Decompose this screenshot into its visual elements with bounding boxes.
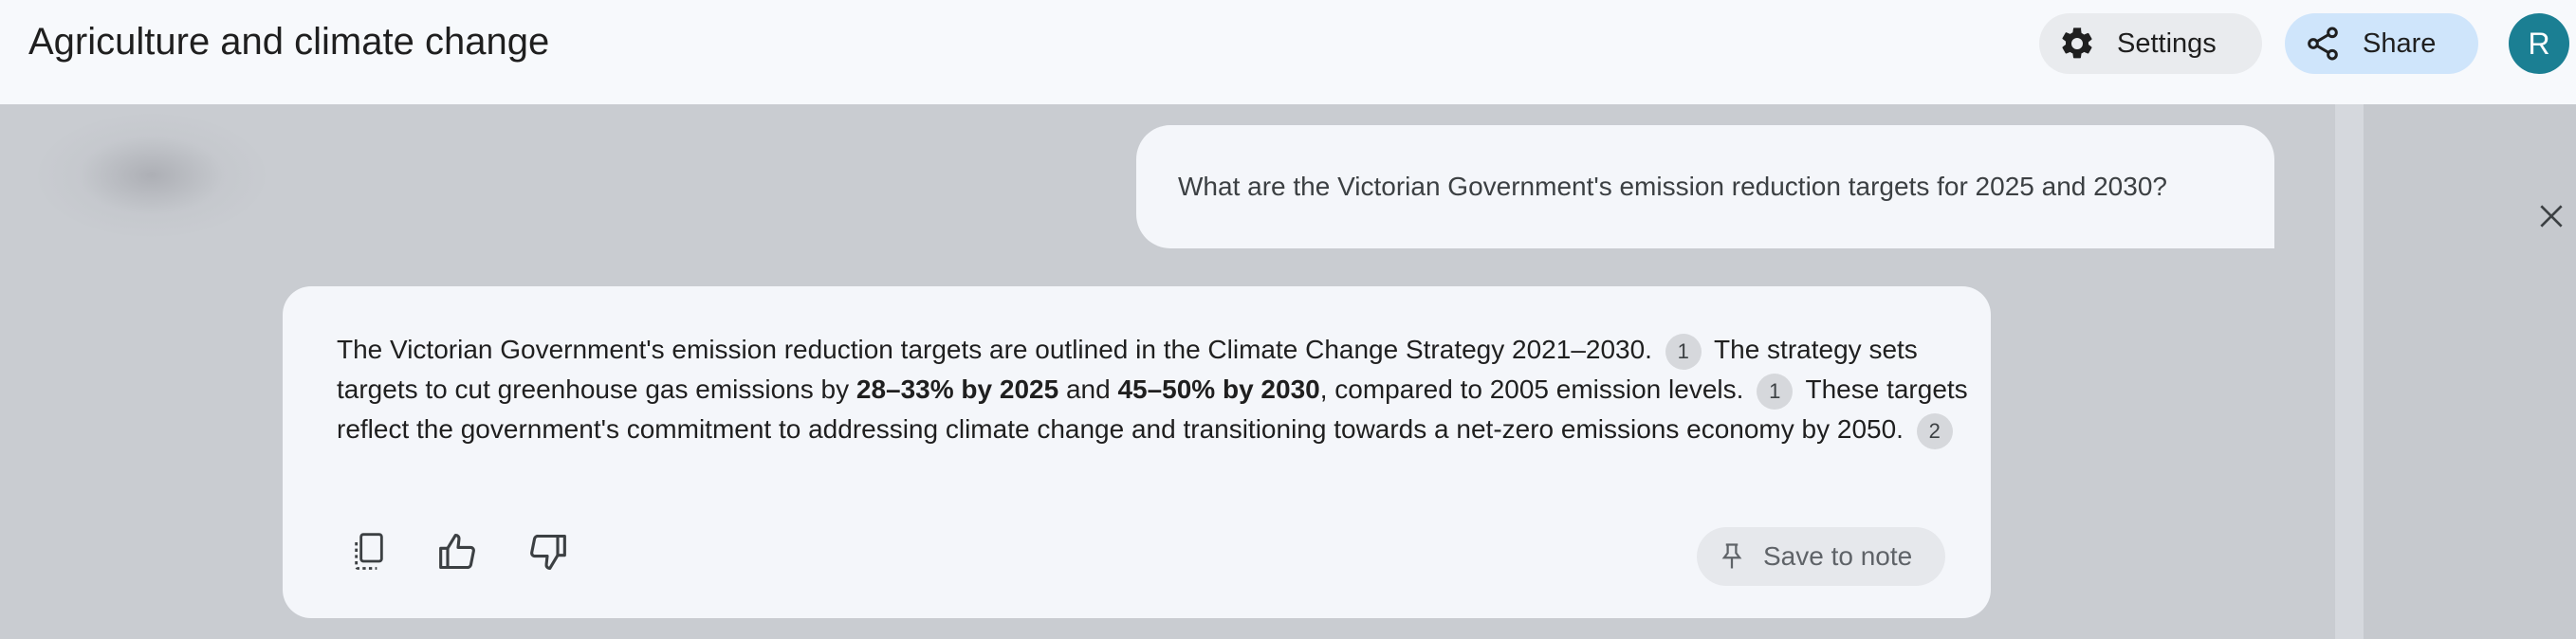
user-message-bubble: What are the Victorian Government's emis… — [1136, 125, 2274, 248]
citation-chip[interactable]: 2 — [1916, 412, 1953, 449]
save-to-note-button[interactable]: Save to note — [1697, 527, 1945, 586]
citation-chip[interactable]: 1 — [1665, 333, 1702, 370]
thumbs-up-icon — [437, 531, 479, 577]
answer-actions — [349, 531, 567, 576]
copy-icon — [350, 531, 388, 577]
scrollbar[interactable] — [2335, 104, 2364, 639]
answer-bold-2025: 28–33% by 2025 — [856, 374, 1059, 404]
close-icon — [2536, 201, 2567, 236]
share-button[interactable]: Share — [2285, 13, 2478, 74]
answer-sentence-3: These targets reflect the government's c… — [337, 374, 1968, 444]
copy-button[interactable] — [349, 531, 389, 576]
thumbs-down-icon — [526, 531, 568, 577]
share-label: Share — [2363, 27, 2437, 59]
gear-icon — [2056, 23, 2098, 64]
user-message-text: What are the Victorian Government's emis… — [1178, 172, 2167, 201]
thumbs-up-button[interactable] — [438, 531, 478, 576]
settings-button[interactable]: Settings — [2039, 13, 2262, 74]
answer-sentence-2b: and — [1065, 374, 1111, 404]
thumbs-down-button[interactable] — [527, 531, 567, 576]
pin-icon — [1718, 542, 1746, 571]
answer-sentence-2c: , compared to 2005 emission levels. — [1319, 374, 1744, 404]
avatar[interactable]: R — [2509, 13, 2569, 74]
settings-label: Settings — [2117, 27, 2217, 59]
close-button[interactable] — [2532, 199, 2570, 237]
blurred-background-shape — [38, 114, 266, 237]
notebook-title: Agriculture and climate change — [28, 21, 550, 63]
share-icon — [2302, 23, 2344, 64]
save-to-note-label: Save to note — [1763, 541, 1913, 571]
answer-card: The Victorian Government's emission redu… — [283, 286, 1991, 618]
answer-text: The Victorian Government's emission redu… — [337, 330, 1968, 449]
answer-sentence-1: The Victorian Government's emission redu… — [337, 335, 1652, 364]
answer-bold-2030: 45–50% by 2030 — [1117, 374, 1320, 404]
answer-sentence-2a: The strategy sets targets to cut greenho… — [337, 335, 1918, 404]
side-panel-overlay — [2364, 104, 2576, 639]
citation-chip[interactable]: 1 — [1757, 373, 1794, 410]
top-bar: Agriculture and climate change Settings … — [0, 0, 2576, 104]
